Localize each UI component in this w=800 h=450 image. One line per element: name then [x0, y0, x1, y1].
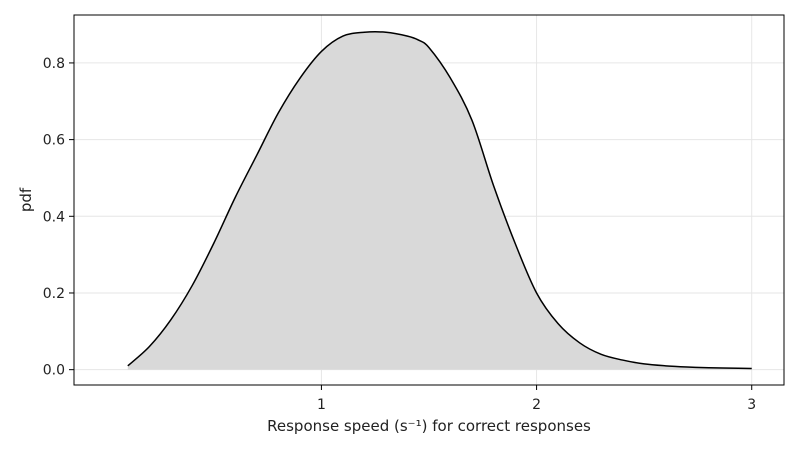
y-tick-label-0.2: 0.2 [43, 286, 65, 302]
y-tick-label-0.0: 0.0 [43, 363, 65, 379]
plot-frame [73, 14, 785, 386]
x-axis-title: Response speed (s⁻¹) for correct respons… [267, 417, 591, 435]
y-tick-label-0.4: 0.4 [43, 209, 65, 225]
y-tick-label-0.6: 0.6 [43, 133, 65, 149]
density-curve [127, 31, 752, 370]
y-axis-title: pdf [17, 187, 35, 212]
tick-layer: 1 2 3 0.0 0.2 0.4 0.6 0.8 [43, 56, 756, 413]
x-tick-label-2: 2 [532, 397, 541, 413]
y-tick-label-0.8: 0.8 [43, 56, 65, 72]
density-area-fill [127, 31, 752, 370]
x-tick-label-1: 1 [317, 397, 326, 413]
x-tick-label-3: 3 [747, 397, 756, 413]
